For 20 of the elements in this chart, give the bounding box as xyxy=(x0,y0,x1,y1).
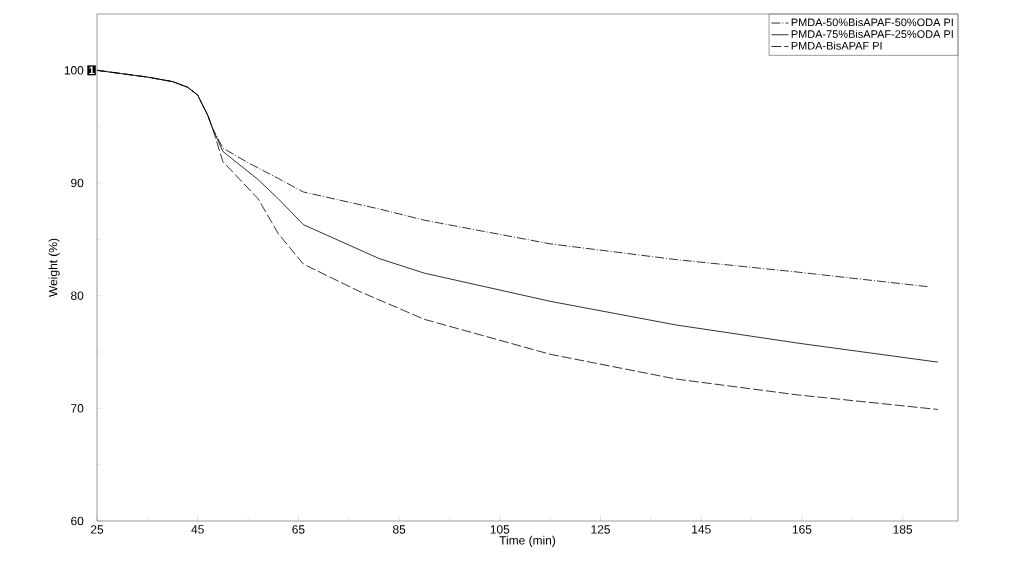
legend-label: PMDA-50%BisAPAF-50%ODA PI xyxy=(791,18,953,27)
y-axis-title: Weight (%) xyxy=(48,238,60,297)
annotation: 1 xyxy=(89,66,95,75)
y-tick-label: 90 xyxy=(71,178,84,188)
x-tick-label: 105 xyxy=(490,525,510,534)
x-tick-label: 145 xyxy=(692,525,711,534)
legend-label: PMDA-75%BisAPAF-25%ODA PI xyxy=(791,29,953,38)
x-tick-label: 65 xyxy=(292,525,305,534)
x-tick-label: 85 xyxy=(392,525,406,534)
x-axis-title: Time (min) xyxy=(499,535,556,547)
x-tick-label: 25 xyxy=(90,525,104,534)
y-tick-label: 80 xyxy=(71,291,84,300)
x-tick-label: 125 xyxy=(591,525,610,534)
y-tick-label: 70 xyxy=(71,404,84,413)
y-tick-label: 100 xyxy=(64,66,84,75)
y-tick-label: 60 xyxy=(71,516,84,526)
x-tick-label: 165 xyxy=(792,525,812,534)
legend-label: PMDA-BisAPAF PI xyxy=(791,41,882,50)
x-tick-label: 185 xyxy=(893,525,913,534)
x-tick-label: 45 xyxy=(191,525,204,534)
